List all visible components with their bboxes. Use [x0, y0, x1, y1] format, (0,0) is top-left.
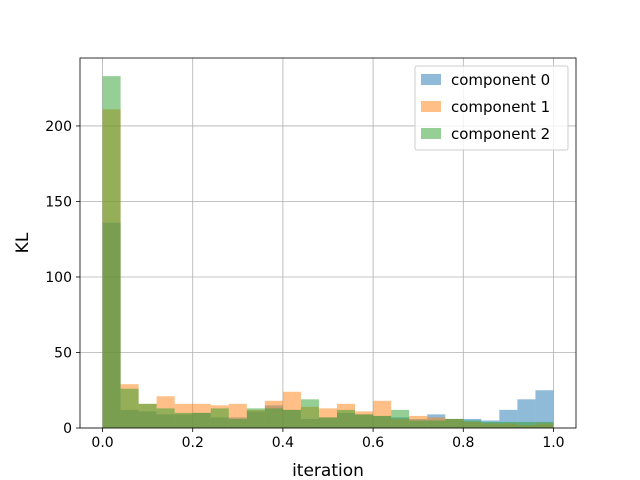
bar-series-2-bin-4 [174, 412, 193, 428]
x-tick-label-1: 0.2 [182, 435, 204, 451]
bar-series-2-bin-0 [102, 76, 121, 429]
legend-label-1: component 1 [451, 98, 550, 116]
y-axis-ticks: 0 50 100 150 200 [45, 119, 80, 437]
y-axis-label: KL [13, 232, 33, 253]
bar-series-2-bin-10 [282, 409, 301, 428]
bar-series-2-bin-17 [409, 420, 428, 428]
y-tick-label-3: 150 [45, 194, 72, 210]
bar-series-2-bin-12 [318, 417, 338, 428]
y-tick-label-1: 50 [54, 345, 72, 361]
bar-series-0-bin-24 [535, 390, 554, 428]
bar-series-2-bin-15 [373, 415, 392, 428]
bar-series-2-bin-5 [192, 412, 211, 428]
bar-series-0-bin-23 [517, 399, 536, 428]
series-2 [102, 76, 554, 429]
legend-swatch-0 [421, 74, 441, 85]
bar-series-2-bin-21 [481, 421, 500, 428]
y-tick-label-4: 200 [45, 119, 72, 135]
bar-series-2-bin-8 [246, 408, 265, 428]
x-tick-label-0: 0.0 [91, 435, 113, 451]
legend-label-2: component 2 [451, 125, 550, 143]
bar-series-2-bin-23 [517, 421, 536, 428]
bar-series-2-bin-20 [463, 420, 482, 428]
bar-series-2-bin-19 [445, 418, 464, 428]
y-tick-label-2: 100 [45, 270, 72, 286]
bar-series-2-bin-24 [535, 421, 554, 428]
legend-swatch-2 [421, 128, 441, 139]
bar-series-2-bin-3 [156, 408, 175, 428]
bar-series-2-bin-6 [210, 408, 229, 428]
x-tick-label-5: 1.0 [542, 435, 564, 451]
legend: component 0 component 1 component 2 [414, 65, 569, 151]
bar-series-2-bin-22 [499, 421, 518, 428]
series-1 [102, 109, 554, 429]
plot-frame [79, 57, 577, 429]
legend-box [414, 65, 569, 151]
bar-series-2-bin-16 [391, 409, 410, 428]
bar-series-2-bin-14 [355, 414, 374, 428]
histogram-bars [102, 76, 554, 429]
bar-series-2-bin-18 [427, 420, 446, 428]
legend-swatch-1 [421, 101, 441, 112]
x-tick-label-3: 0.6 [362, 435, 384, 451]
y-tick-label-0: 0 [63, 421, 72, 437]
legend-label-0: component 0 [451, 71, 550, 89]
bar-series-2-bin-11 [300, 399, 319, 428]
bar-series-2-bin-13 [337, 409, 356, 428]
bar-series-2-bin-9 [264, 408, 283, 428]
x-axis-ticks: 0.0 0.2 0.4 0.6 0.8 1.0 [91, 428, 565, 451]
x-tick-label-4: 0.8 [452, 435, 474, 451]
bar-series-2-bin-7 [228, 418, 247, 428]
bar-series-2-bin-1 [120, 388, 139, 428]
x-tick-label-2: 0.4 [272, 435, 294, 451]
x-axis-label: iteration [292, 461, 364, 480]
bar-series-2-bin-2 [138, 403, 157, 428]
